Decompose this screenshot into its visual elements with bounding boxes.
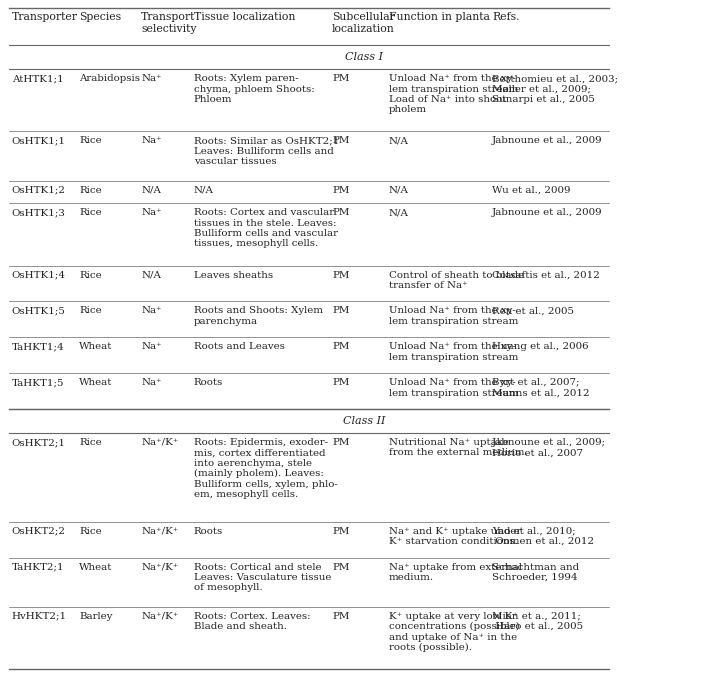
Text: PM: PM (332, 526, 349, 536)
Text: Na⁺ uptake from external
medium.: Na⁺ uptake from external medium. (389, 562, 522, 582)
Text: OsHTK1;4: OsHTK1;4 (12, 271, 66, 279)
Text: Rice: Rice (79, 271, 102, 279)
Text: Wheat: Wheat (79, 342, 113, 352)
Text: Huang et al., 2006: Huang et al., 2006 (492, 342, 589, 352)
Text: Na⁺: Na⁺ (141, 136, 162, 145)
Text: Rice: Rice (79, 186, 102, 194)
Text: N/A: N/A (389, 186, 408, 194)
Text: HvHKT2;1: HvHKT2;1 (12, 612, 67, 621)
Text: Schachtman and
Schroeder, 1994: Schachtman and Schroeder, 1994 (492, 562, 579, 582)
Text: Rice: Rice (79, 306, 102, 315)
Text: Na⁺/K⁺: Na⁺/K⁺ (141, 438, 178, 447)
Text: Unload Na⁺ from the xy-
lem transpiration stream: Unload Na⁺ from the xy- lem transpiratio… (389, 306, 518, 326)
Text: TaHKT1;5: TaHKT1;5 (12, 378, 64, 387)
Text: Class I: Class I (345, 52, 383, 62)
Text: Species: Species (79, 12, 122, 22)
Text: PM: PM (332, 438, 349, 447)
Text: Roots: Cortical and stele
Leaves: Vasculature tissue
of mesophyll.: Roots: Cortical and stele Leaves: Vascul… (194, 562, 331, 593)
Text: K⁺ uptake at very low K⁺
concentrations (possible)
and uptake of Na⁺ in the
root: K⁺ uptake at very low K⁺ concentrations … (389, 612, 520, 652)
Text: Roots and Shoots: Xylem
parenchyma: Roots and Shoots: Xylem parenchyma (194, 306, 323, 326)
Text: Unload Na⁺ from the xy-
lem transpiration stream
Load of Na⁺ into shoot
pholem: Unload Na⁺ from the xy- lem transpiratio… (389, 74, 518, 114)
Text: OsHTK1;2: OsHTK1;2 (12, 186, 66, 194)
Text: TaHKT1;4: TaHKT1;4 (12, 342, 64, 352)
Text: Na⁺/K⁺: Na⁺/K⁺ (141, 612, 178, 621)
Text: Refs.: Refs. (492, 12, 520, 22)
Text: Control of sheath to blade
transfer of Na⁺: Control of sheath to blade transfer of N… (389, 271, 524, 290)
Text: Arabidopsis: Arabidopsis (79, 74, 141, 83)
Text: Transporter: Transporter (12, 12, 78, 22)
Text: Berthomieu et al., 2003;
Møller et al., 2009;
Sunarpi et al., 2005: Berthomieu et al., 2003; Møller et al., … (492, 74, 618, 104)
Text: Roots and Leaves: Roots and Leaves (194, 342, 285, 352)
Text: Roots: Roots (194, 526, 223, 536)
Text: Wheat: Wheat (79, 562, 113, 572)
Text: Na⁺: Na⁺ (141, 209, 162, 217)
Text: Unload Na⁺ from the xy-
lem transpiration stream: Unload Na⁺ from the xy- lem transpiratio… (389, 342, 518, 362)
Text: Wheat: Wheat (79, 378, 113, 387)
Text: N/A: N/A (194, 186, 213, 194)
Text: N/A: N/A (141, 271, 161, 279)
Text: Tissue localization: Tissue localization (194, 12, 295, 22)
Text: Jabnoune et al., 2009: Jabnoune et al., 2009 (492, 136, 603, 145)
Text: Na⁺: Na⁺ (141, 306, 162, 315)
Text: PM: PM (332, 342, 349, 352)
Text: Rice: Rice (79, 526, 102, 536)
Text: PM: PM (332, 136, 349, 145)
Text: PM: PM (332, 186, 349, 194)
Text: Leaves sheaths: Leaves sheaths (194, 271, 273, 279)
Text: Roots: Xylem paren-
chyma, phloem Shoots:
Phloem: Roots: Xylem paren- chyma, phloem Shoots… (194, 74, 314, 104)
Text: Na⁺: Na⁺ (141, 74, 162, 83)
Text: Na⁺/K⁺: Na⁺/K⁺ (141, 562, 178, 572)
Text: Roots: Epidermis, exoder-
mis, cortex differentiated
into aerenchyma, stele
(mai: Roots: Epidermis, exoder- mis, cortex di… (194, 438, 338, 499)
Text: PM: PM (332, 562, 349, 572)
Text: Roots: Similar as OsHKT2;1
Leaves: Bulliform cells and
vascular tissues: Roots: Similar as OsHKT2;1 Leaves: Bulli… (194, 136, 339, 166)
Text: Yao et al., 2010;
 Oomen et al., 2012: Yao et al., 2010; Oomen et al., 2012 (492, 526, 594, 546)
Text: PM: PM (332, 271, 349, 279)
Text: N/A: N/A (389, 136, 408, 145)
Text: PM: PM (332, 378, 349, 387)
Text: Na⁺/K⁺: Na⁺/K⁺ (141, 526, 178, 536)
Text: Class II: Class II (343, 416, 385, 426)
Text: Na⁺: Na⁺ (141, 378, 162, 387)
Text: OsHTK1;1: OsHTK1;1 (12, 136, 66, 145)
Text: Ren et al., 2005: Ren et al., 2005 (492, 306, 574, 315)
Text: Mian et a., 2011;
 Haro et al., 2005: Mian et a., 2011; Haro et al., 2005 (492, 612, 583, 631)
Text: Function in planta: Function in planta (389, 12, 490, 22)
Text: N/A: N/A (141, 186, 161, 194)
Text: Rice: Rice (79, 136, 102, 145)
Text: Cotsaftis et al., 2012: Cotsaftis et al., 2012 (492, 271, 600, 279)
Text: Na⁺: Na⁺ (141, 342, 162, 352)
Text: Wu et al., 2009: Wu et al., 2009 (492, 186, 571, 194)
Text: OsHTK1;3: OsHTK1;3 (12, 209, 66, 217)
Text: TaHKT2;1: TaHKT2;1 (12, 562, 64, 572)
Text: Rice: Rice (79, 438, 102, 447)
Text: OsHTK1;5: OsHTK1;5 (12, 306, 66, 315)
Text: PM: PM (332, 612, 349, 621)
Text: Byrt et al., 2007;
Munns et al., 2012: Byrt et al., 2007; Munns et al., 2012 (492, 378, 590, 398)
Text: Jabnoune et al., 2009: Jabnoune et al., 2009 (492, 209, 603, 217)
Text: PM: PM (332, 306, 349, 315)
Text: Roots: Cortex. Leaves:
Blade and sheath.: Roots: Cortex. Leaves: Blade and sheath. (194, 612, 310, 631)
Text: Nutritional Na⁺ uptake
from the external medium.: Nutritional Na⁺ uptake from the external… (389, 438, 528, 458)
Text: Barley: Barley (79, 612, 113, 621)
Text: Roots: Cortex and vascular
tissues in the stele. Leaves:
Bulliform cells and vas: Roots: Cortex and vascular tissues in th… (194, 209, 338, 248)
Text: Rice: Rice (79, 209, 102, 217)
Text: Transport
selectivity: Transport selectivity (141, 12, 197, 34)
Text: Unload Na⁺ from the xy-
lem transpiration stream: Unload Na⁺ from the xy- lem transpiratio… (389, 378, 518, 398)
Text: PM: PM (332, 209, 349, 217)
Text: AtHTK1;1: AtHTK1;1 (12, 74, 63, 83)
Text: OsHKT2;2: OsHKT2;2 (12, 526, 66, 536)
Text: PM: PM (332, 74, 349, 83)
Text: Subcellular
localization: Subcellular localization (332, 12, 395, 34)
Text: Roots: Roots (194, 378, 223, 387)
Text: Jabnoune et al., 2009;
Horie et al., 2007: Jabnoune et al., 2009; Horie et al., 200… (492, 438, 606, 458)
Text: OsHKT2;1: OsHKT2;1 (12, 438, 66, 447)
Text: Na⁺ and K⁺ uptake under
K⁺ starvation conditions.: Na⁺ and K⁺ uptake under K⁺ starvation co… (389, 526, 521, 546)
Text: N/A: N/A (389, 209, 408, 217)
